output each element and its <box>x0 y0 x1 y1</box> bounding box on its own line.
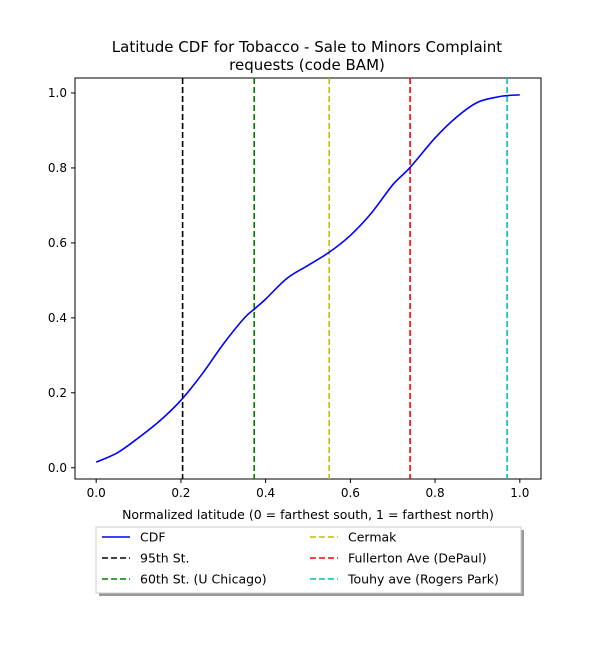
x-tick-label-1: 0.2 <box>171 486 190 500</box>
chart-title-line-1: Latitude CDF for Tobacco - Sale to Minor… <box>112 38 503 56</box>
y-tick-label-5: 1.0 <box>48 86 67 100</box>
reference-lines <box>181 78 508 479</box>
x-tick-label-2: 0.4 <box>256 486 275 500</box>
series-line-0 <box>95 94 520 463</box>
legend-label-4: Fullerton Ave (DePaul) <box>348 551 487 566</box>
x-axis-ticks: 0.0 0.2 0.4 0.6 0.8 1.0 <box>87 479 529 500</box>
x-axis-label: Normalized latitude (0 = farthest south,… <box>122 507 494 522</box>
legend-label-3: Cermak <box>348 530 397 545</box>
chart-title: Latitude CDF for Tobacco - Sale to Minor… <box>112 38 503 74</box>
legend-label-1: 95th St. <box>140 551 190 566</box>
x-tick-label-3: 0.6 <box>341 486 360 500</box>
plot-area <box>74 77 542 480</box>
y-axis-ticks: 0.0 0.2 0.4 0.6 0.8 1.0 <box>48 86 75 475</box>
legend-box <box>95 526 522 594</box>
y-tick-label-1: 0.2 <box>48 386 67 400</box>
x-tick-label-5: 1.0 <box>510 486 529 500</box>
legend: CDF 95th St. 60th St. (U Chicago) Cermak Ful… <box>95 526 524 596</box>
x-tick-label-4: 0.8 <box>426 486 445 500</box>
legend-entries: CDF 95th St. 60th St. (U Chicago) Cermak Ful… <box>102 530 499 587</box>
legend-label-5: Touhy ave (Rogers Park) <box>347 572 499 587</box>
legend-label-0: CDF <box>140 530 166 545</box>
x-tick-label-0: 0.0 <box>87 486 106 500</box>
legend-label-2: 60th St. (U Chicago) <box>140 572 267 587</box>
y-tick-label-2: 0.4 <box>48 311 67 325</box>
chart-title-line-2: requests (code BAM) <box>229 56 385 74</box>
y-tick-label-4: 0.8 <box>48 161 67 175</box>
y-tick-label-3: 0.6 <box>48 236 67 250</box>
y-tick-label-0: 0.0 <box>48 461 67 475</box>
series-layer <box>95 94 520 463</box>
